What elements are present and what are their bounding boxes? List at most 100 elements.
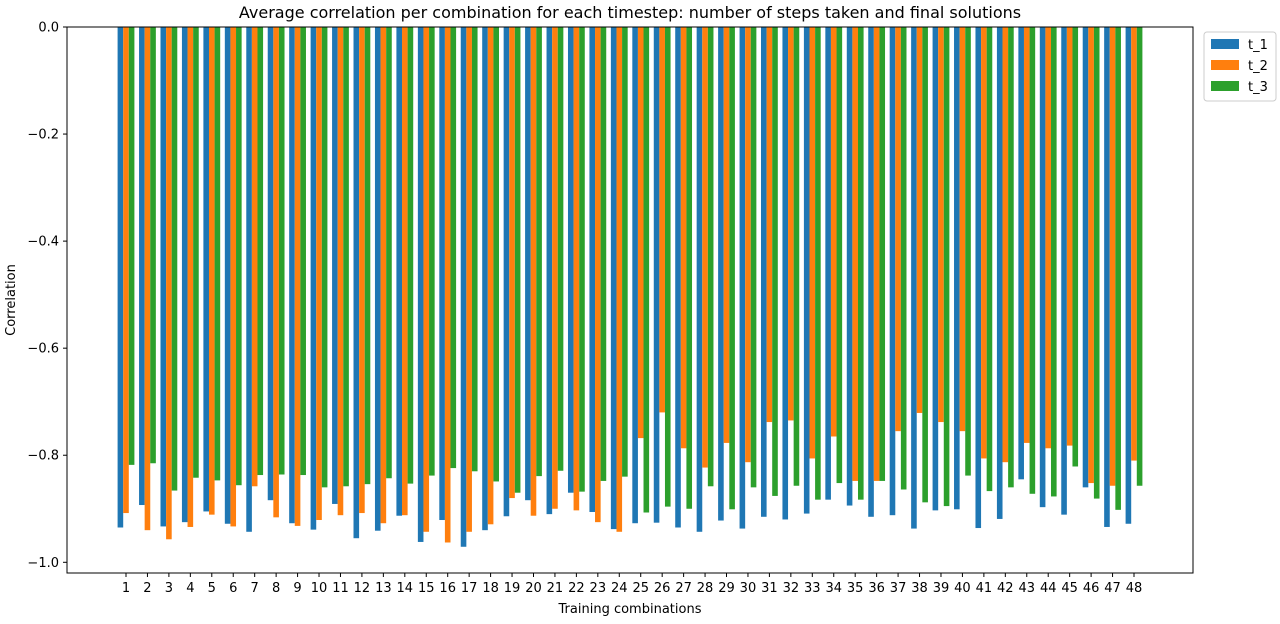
bar-t_2-22 — [573, 27, 580, 511]
bar-t_2-43 — [1023, 27, 1030, 443]
bar-t_1-11 — [332, 27, 338, 504]
bar-t_1-24 — [610, 27, 617, 530]
bar-t_1-2 — [139, 27, 145, 506]
bar-t_2-35 — [852, 27, 858, 481]
x-tick-label: 9 — [293, 581, 301, 596]
bar-t_3-4 — [193, 27, 199, 478]
x-axis: 1 2 3 4 5 6 7 8 9 10 11 12 13 14 15 16 17 18 19 20 21 22 23 24 2… — [122, 573, 1142, 596]
y-axis: 0.0 −0.2 −0.4 −0.6 −0.8 −1.0 — [27, 21, 67, 571]
bar-t_2-29 — [723, 27, 730, 443]
bar-t_3-34 — [836, 27, 843, 484]
bar-t_3-41 — [986, 27, 993, 492]
bar-t_1-26 — [653, 27, 660, 523]
bar-t_2-11 — [337, 27, 344, 516]
bar-t_3-36 — [879, 27, 886, 481]
bar-t_3-45 — [1072, 27, 1079, 467]
x-tick-label: 3 — [165, 581, 173, 596]
legend: t_1 t_2 t_3 — [1203, 31, 1277, 102]
y-tick-label: −1.0 — [27, 556, 59, 571]
bar-t_2-38 — [916, 27, 923, 413]
x-tick-label: 16 — [439, 581, 456, 596]
bar-t_3-7 — [257, 27, 264, 476]
x-tick-label: 11 — [332, 581, 349, 596]
bar-t_2-4 — [187, 27, 194, 527]
bar-t_3-2 — [150, 27, 156, 464]
y-tick-label: −0.2 — [27, 128, 59, 143]
bar-t_3-12 — [364, 27, 371, 485]
bar-t_3-19 — [514, 27, 521, 493]
bar-t_1-28 — [696, 27, 703, 532]
bar-t_3-1 — [128, 27, 135, 465]
bar-t_3-27 — [686, 27, 693, 509]
bar-t_1-13 — [374, 27, 381, 531]
bar-t_3-31 — [772, 27, 778, 496]
bar-t_2-24 — [616, 27, 623, 532]
x-tick-label: 7 — [251, 581, 259, 596]
x-tick-label: 18 — [482, 581, 499, 596]
bar-t_1-20 — [525, 27, 531, 501]
x-tick-label: 17 — [461, 581, 478, 596]
x-tick-label: 46 — [1083, 581, 1100, 596]
bar-t_1-31 — [761, 27, 767, 517]
x-tick-label: 30 — [740, 581, 757, 596]
legend-label-t_2: t_2 — [1248, 59, 1268, 74]
bar-t_2-39 — [938, 27, 944, 423]
bar-t_3-32 — [793, 27, 800, 486]
x-tick-label: 41 — [976, 581, 993, 596]
bar-t_1-40 — [954, 27, 960, 510]
bar-t_3-10 — [321, 27, 328, 488]
bar-t_2-36 — [873, 27, 880, 481]
x-tick-label: 13 — [375, 581, 392, 596]
x-tick-label: 10 — [311, 581, 328, 596]
bar-t_1-38 — [911, 27, 917, 529]
bar-t_3-47 — [1115, 27, 1121, 510]
x-tick-label: 43 — [1018, 581, 1035, 596]
x-tick-label: 40 — [954, 581, 971, 596]
bar-t_3-37 — [900, 27, 907, 490]
x-tick-label: 28 — [697, 581, 714, 596]
bar-t_1-37 — [889, 27, 896, 516]
bar-t_1-4 — [181, 27, 188, 523]
bar-t_2-48 — [1131, 27, 1137, 461]
bar-t_3-11 — [343, 27, 349, 487]
bar-t_1-41 — [975, 27, 982, 529]
bar-t_1-32 — [782, 27, 789, 520]
bar-t_2-42 — [1002, 27, 1009, 463]
bar-t_3-38 — [922, 27, 928, 503]
bar-t_1-8 — [267, 27, 274, 501]
bar-t_1-6 — [224, 27, 231, 524]
bar-t_3-24 — [622, 27, 628, 477]
x-tick-label: 14 — [397, 581, 414, 596]
x-tick-label: 33 — [804, 581, 821, 596]
bar-t_2-31 — [766, 27, 773, 423]
x-tick-label: 19 — [504, 581, 521, 596]
bar-t_3-30 — [750, 27, 757, 488]
bar-t_3-14 — [407, 27, 414, 484]
y-tick-label: −0.4 — [27, 235, 59, 250]
bar-t_1-27 — [675, 27, 681, 528]
bar-t_2-14 — [402, 27, 408, 516]
bar-t_1-12 — [353, 27, 360, 539]
bar-t_1-35 — [846, 27, 853, 506]
x-tick-label: 25 — [632, 581, 649, 596]
x-tick-label: 24 — [611, 581, 628, 596]
bar-t_2-18 — [487, 27, 494, 525]
bar-t_2-1 — [123, 27, 129, 514]
x-tick-label: 29 — [718, 581, 735, 596]
x-tick-label: 21 — [547, 581, 564, 596]
bar-t_3-25 — [643, 27, 650, 513]
bar-t_2-16 — [444, 27, 451, 543]
legend-label-t_1: t_1 — [1248, 38, 1268, 53]
bar-t_3-40 — [965, 27, 971, 476]
bar-t_2-25 — [637, 27, 644, 439]
bars-layer — [117, 27, 1143, 547]
x-tick-label: 48 — [1126, 581, 1143, 596]
bar-t_1-47 — [1104, 27, 1110, 527]
bar-t_2-9 — [294, 27, 301, 526]
bar-t_2-12 — [359, 27, 365, 514]
bar-t_2-46 — [1088, 27, 1094, 484]
bar-t_2-28 — [702, 27, 708, 468]
bar-t_2-6 — [230, 27, 237, 527]
bar-t_3-43 — [1029, 27, 1036, 494]
bar-t_2-2 — [144, 27, 151, 531]
